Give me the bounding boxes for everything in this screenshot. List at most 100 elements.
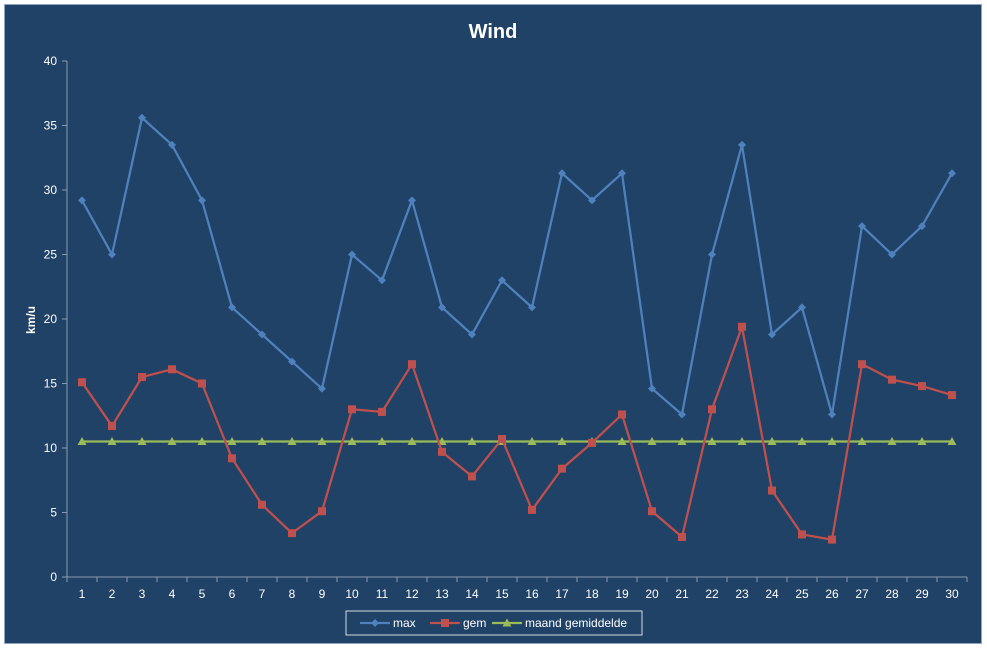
data-point-maand-gemiddelde [347, 437, 357, 446]
data-point-maand-gemiddelde [647, 437, 657, 446]
y-tick-label: 30 [44, 183, 58, 197]
data-point-maand-gemiddelde [407, 437, 417, 446]
data-point-gem [648, 507, 656, 516]
data-point-max [168, 140, 176, 149]
data-point-max [528, 303, 536, 312]
series-max [78, 113, 956, 419]
x-tick-label: 14 [465, 587, 479, 601]
data-point-maand-gemiddelde [77, 437, 87, 446]
x-tick-label: 24 [765, 587, 779, 601]
data-point-maand-gemiddelde [617, 437, 627, 446]
data-point-max [798, 303, 806, 312]
data-point-maand-gemiddelde [677, 437, 687, 446]
x-tick-label: 12 [405, 587, 419, 601]
data-point-max [438, 303, 446, 312]
data-point-max [348, 250, 356, 259]
data-point-maand-gemiddelde [107, 437, 117, 446]
x-tick-label: 17 [555, 587, 569, 601]
x-tick-label: 20 [645, 587, 659, 601]
data-point-maand-gemiddelde [827, 437, 837, 446]
data-point-gem [858, 360, 866, 369]
x-tick-label: 11 [376, 587, 389, 601]
data-point-max [618, 169, 626, 178]
data-point-gem [168, 365, 176, 374]
data-point-gem [228, 454, 236, 463]
data-point-gem [588, 438, 596, 447]
legend-label: gem [463, 616, 486, 630]
data-point-gem [708, 405, 716, 414]
y-tick-label: 15 [44, 377, 58, 391]
data-point-gem [198, 379, 206, 388]
data-point-gem [348, 405, 356, 414]
x-tick-label: 27 [855, 587, 869, 601]
series-line-max [81, 116, 953, 416]
x-tick-label: 9 [319, 587, 326, 601]
data-point-max [858, 222, 866, 231]
data-point-maand-gemiddelde [917, 437, 927, 446]
legend-entry: gem [430, 616, 486, 630]
legend-marker [371, 619, 379, 627]
data-point-max [408, 196, 416, 205]
data-point-maand-gemiddelde [767, 437, 777, 446]
x-tick-label: 19 [615, 587, 629, 601]
x-tick-label: 13 [435, 587, 449, 601]
data-point-gem [678, 533, 686, 542]
x-tick-label: 5 [199, 587, 206, 601]
legend-entry: maand gemiddelde [492, 616, 627, 630]
data-point-maand-gemiddelde [707, 437, 717, 446]
x-tick-label: 26 [825, 587, 839, 601]
data-point-gem [138, 373, 146, 382]
y-tick-label: 0 [50, 570, 57, 584]
y-tick-label: 10 [44, 441, 58, 455]
y-tick-label: 5 [50, 506, 57, 520]
data-point-gem [288, 529, 296, 538]
data-point-maand-gemiddelde [377, 437, 387, 446]
legend-marker [502, 618, 512, 627]
data-point-gem [378, 407, 386, 416]
legend-label: maand gemiddelde [525, 616, 627, 630]
x-tick-label: 15 [495, 587, 509, 601]
x-tick-label: 8 [289, 587, 296, 601]
data-point-maand-gemiddelde [887, 437, 897, 446]
y-tick-label: 25 [44, 248, 58, 262]
y-axis-title: km/u [24, 306, 38, 334]
data-point-max [588, 196, 596, 205]
data-point-maand-gemiddelde [797, 437, 807, 446]
series-line-gem [81, 325, 953, 541]
data-point-gem [258, 500, 266, 509]
data-point-max [318, 384, 326, 393]
x-tick-label: 25 [795, 587, 809, 601]
series-maand-gemiddelde [77, 437, 957, 446]
legend-marker [441, 619, 449, 627]
legend: max gem maand gemiddelde [345, 610, 643, 636]
x-tick-label: 6 [229, 587, 236, 601]
data-point-max [558, 169, 566, 178]
data-point-max [948, 169, 956, 178]
y-tick-label: 40 [44, 54, 58, 68]
data-point-gem [798, 530, 806, 539]
series-gem [78, 322, 956, 544]
data-point-max [198, 196, 206, 205]
data-point-gem [78, 378, 86, 387]
data-point-gem [618, 410, 626, 419]
x-tick-label: 4 [169, 587, 176, 601]
data-point-max [108, 250, 116, 259]
legend-label: max [393, 616, 416, 630]
data-point-max [498, 276, 506, 285]
data-point-gem [498, 434, 506, 443]
x-tick-label: 7 [259, 587, 266, 601]
data-point-gem [468, 472, 476, 481]
x-tick-label: 23 [735, 587, 749, 601]
x-tick-label: 1 [79, 587, 86, 601]
data-point-gem [438, 447, 446, 456]
plot-series [77, 113, 957, 544]
data-point-max [888, 250, 896, 259]
data-point-maand-gemiddelde [227, 437, 237, 446]
data-point-max [738, 140, 746, 149]
data-point-gem [108, 422, 116, 431]
data-point-max [468, 330, 476, 339]
data-point-maand-gemiddelde [557, 437, 567, 446]
legend-entry: max [360, 616, 416, 630]
